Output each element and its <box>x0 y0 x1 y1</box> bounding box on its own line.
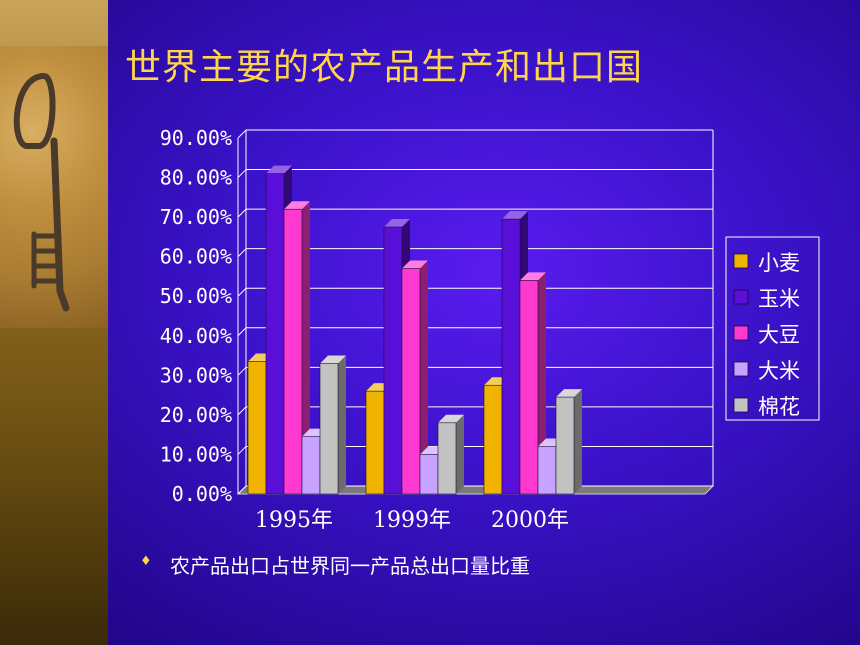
bar-side <box>338 355 346 494</box>
bar-front <box>301 436 321 495</box>
y-tick-label: 70.00% <box>160 205 232 229</box>
x-category-label: 1999年 <box>373 508 451 533</box>
legend-swatch <box>733 325 749 341</box>
bar-top <box>556 389 582 398</box>
legend-label: 大米 <box>758 359 800 383</box>
bar-top <box>284 201 310 210</box>
bar-front <box>319 363 339 495</box>
y-tick-label: 50.00% <box>160 284 232 308</box>
bar-side <box>574 389 582 494</box>
bars <box>247 165 582 495</box>
legend-swatch <box>733 253 749 269</box>
bar-top <box>266 165 292 174</box>
bar-top <box>320 355 346 364</box>
y-tick-label: 40.00% <box>160 324 232 348</box>
bar <box>401 260 428 495</box>
bar-front <box>437 422 457 495</box>
bar-front <box>383 226 403 495</box>
y-tick-label: 30.00% <box>160 363 232 387</box>
y-axis-tick-labels: 0.00% 10.00% 20.00% 30.00% 40.00% 50.00% 60.00… <box>160 126 232 506</box>
gridline-side <box>237 485 247 495</box>
legend-box <box>725 236 820 421</box>
gridline-side <box>237 169 247 178</box>
slide-title: 世界主要的农产品生产和出口国 <box>125 47 644 88</box>
bar-front <box>483 384 503 495</box>
bar-side <box>420 260 428 494</box>
y-tick-label: 10.00% <box>160 442 232 466</box>
legend-swatch <box>733 289 749 305</box>
legend-swatch <box>733 397 749 413</box>
bar-front <box>401 268 421 495</box>
bar-side <box>302 201 310 494</box>
bar-top <box>402 260 428 269</box>
bar <box>319 355 346 495</box>
bar-side <box>538 272 546 494</box>
bar-front <box>537 446 557 495</box>
y-tick-label: 80.00% <box>160 166 232 190</box>
y-tick-label: 20.00% <box>160 403 232 427</box>
bar-front <box>365 390 385 495</box>
gridline-side <box>237 248 247 258</box>
bar-front <box>501 218 521 495</box>
bar <box>519 272 546 495</box>
grid-lines <box>236 129 715 495</box>
bar-front <box>247 361 267 495</box>
y-tick-label: 90.00% <box>160 126 232 150</box>
bar-front <box>265 173 285 495</box>
bar-top <box>520 272 546 281</box>
bar-front <box>419 454 439 495</box>
x-axis-category-labels: 1995年 1999年 2000年 <box>255 508 569 533</box>
bar-top <box>502 211 528 220</box>
bar-side <box>456 414 464 494</box>
y-tick-label: 0.00% <box>172 482 232 506</box>
bar-front <box>519 280 539 495</box>
bar <box>283 201 310 495</box>
gridline-side <box>237 129 247 139</box>
key-photo <box>0 46 108 328</box>
legend-label: 小麦 <box>758 251 800 275</box>
legend-label: 玉米 <box>758 287 800 311</box>
gridline-side <box>237 287 247 297</box>
legend-swatch <box>733 361 749 377</box>
bar-front <box>283 208 303 495</box>
note-bullet-icon: ♦ <box>140 554 152 569</box>
bar-front <box>555 396 575 495</box>
bar <box>437 414 464 495</box>
gridline-side <box>237 327 247 337</box>
gridline-side <box>237 208 247 218</box>
gridline-side <box>237 406 247 416</box>
legend-label: 棉花 <box>758 395 800 419</box>
chart-note: 农产品出口占世界同一产品总出口量比重 <box>170 554 530 578</box>
gridline-side <box>237 446 247 455</box>
y-tick-label: 60.00% <box>160 245 232 269</box>
legend-label: 大豆 <box>758 323 800 347</box>
bar-top <box>384 219 410 227</box>
bar <box>555 389 582 495</box>
key-icon <box>13 72 70 312</box>
x-category-label: 1995年 <box>255 508 333 533</box>
bar-top <box>438 414 464 423</box>
x-category-label: 2000年 <box>491 508 569 533</box>
gridline-side <box>237 366 247 376</box>
